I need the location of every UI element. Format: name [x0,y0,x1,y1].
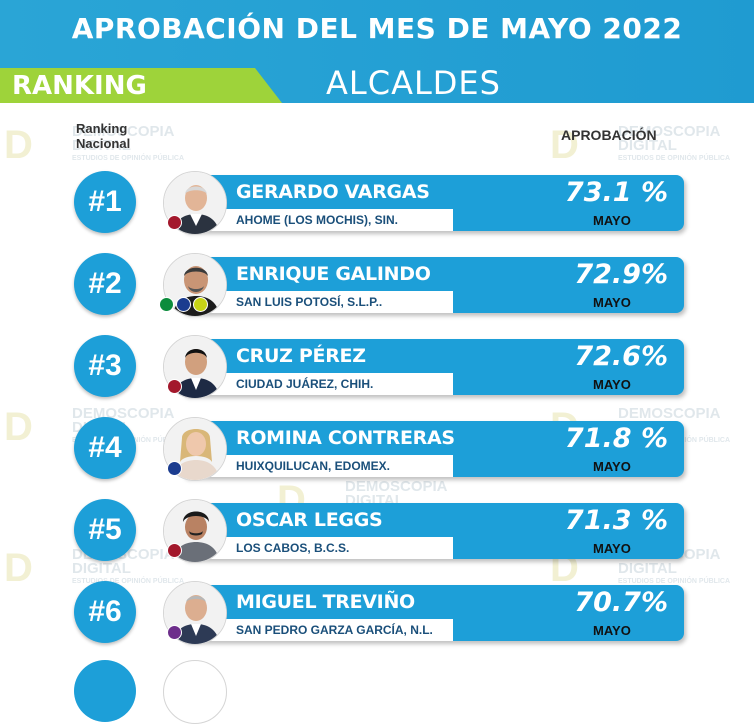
approval-month: MAYO [593,541,631,556]
rank-column-label-line2: Nacional [76,136,131,151]
official-name: OSCAR LEGGS [236,509,383,531]
official-name: GERARDO VARGAS [236,181,430,203]
official-card: CRUZ PÉREZ CIUDAD JUÁREZ, CHIH. 72.6% MA… [183,339,684,395]
official-location: HUIXQUILUCAN, EDOMEX. [236,459,391,473]
approval-month: MAYO [593,623,631,638]
approval-percent: 72.9% [574,259,668,290]
person-portrait-icon [164,500,226,562]
official-photo [163,335,227,399]
approval-month: MAYO [593,377,631,392]
morena-party-icon [167,543,182,558]
official-location: LOS CABOS, B.C.S. [236,541,350,555]
ranking-tab: RANKING [0,68,282,103]
card-location-stripe [183,537,453,559]
approval-month: MAYO [593,459,631,474]
rank-badge: #6 [74,581,136,643]
watermark-line1: DEMOSCOPIA [345,478,448,495]
rank-badge-partial [74,660,136,722]
watermark-logo-icon: D [4,123,33,167]
official-location: AHOME (LOS MOCHIS), SIN. [236,213,398,227]
approval-percent: 71.8 % [564,423,668,454]
official-photo [163,417,227,481]
card-location-stripe [183,291,453,313]
official-name: MIGUEL TREVIÑO [236,591,415,613]
party-logos [167,215,182,231]
pri-party-icon [159,297,174,312]
ranking-tab-label: RANKING [12,71,147,101]
ranking-row: #2 ENRIQUE GALINDO SAN LUIS POTOSÍ, S.L.… [0,253,754,317]
party-logos [167,461,182,477]
ranking-row: #1 GERARDO VARGAS AHOME (LOS MOCHIS), SI… [0,171,754,235]
official-name: ENRIQUE GALINDO [236,263,431,285]
watermark-line2: DIGITAL [72,560,131,577]
official-location: SAN LUIS POTOSÍ, S.L.P.. [236,295,383,309]
rank-badge: #4 [74,417,136,479]
ranking-row: #4 ROMINA CONTRERAS HUIXQUILUCAN, EDOMEX… [0,417,754,481]
party-logos [167,379,182,395]
approval-month: MAYO [593,213,631,228]
page-subtitle: ALCALDES [326,64,501,102]
rank-badge: #3 [74,335,136,397]
prd-party-icon [193,297,208,312]
card-location-stripe [183,373,453,395]
person-portrait-icon [164,582,226,644]
movimiento-ciudadano-party-icon [167,625,182,640]
rank-badge: #1 [74,171,136,233]
header-banner: APROBACIÓN DEL MES DE MAYO 2022 RANKING … [0,0,754,103]
party-logos [167,625,182,641]
official-photo-partial [163,660,227,724]
official-card: MIGUEL TREVIÑO SAN PEDRO GARZA GARCÍA, N… [183,585,684,641]
official-card: ENRIQUE GALINDO SAN LUIS POTOSÍ, S.L.P..… [183,257,684,313]
approval-percent: 72.6% [574,341,668,372]
morena-party-icon [167,379,182,394]
ranking-row: #5 OSCAR LEGGS LOS CABOS, B.C.S. 71.3 % … [0,499,754,563]
official-location: CIUDAD JUÁREZ, CHIH. [236,377,374,391]
rank-column-label-line1: Ranking [76,121,128,136]
official-name: CRUZ PÉREZ [236,345,366,367]
ranking-row: #3 CRUZ PÉREZ CIUDAD JUÁREZ, CHIH. 72.6%… [0,335,754,399]
rank-column-label: Ranking Nacional [76,121,130,151]
official-location: SAN PEDRO GARZA GARCÍA, N.L. [236,623,433,637]
card-location-stripe [183,619,453,641]
watermark-line2: DIGITAL [618,560,677,577]
party-logos [167,543,182,559]
official-photo [163,499,227,563]
morena-party-icon [167,215,182,230]
approval-column-label: APROBACIÓN [561,127,657,143]
approval-percent: 70.7% [574,587,668,618]
rank-badge: #2 [74,253,136,315]
approval-month: MAYO [593,295,631,310]
approval-percent: 71.3 % [564,505,668,536]
watermark-line3: ESTUDIOS DE OPINIÓN PÚBLICA [618,155,731,162]
watermark-line3: ESTUDIOS DE OPINIÓN PÚBLICA [72,155,185,162]
official-card: ROMINA CONTRERAS HUIXQUILUCAN, EDOMEX. 7… [183,421,684,477]
approval-percent: 73.1 % [564,177,668,208]
card-location-stripe [183,209,453,231]
pan-party-icon [167,461,182,476]
rank-badge: #5 [74,499,136,561]
party-logos [159,297,208,313]
official-card: GERARDO VARGAS AHOME (LOS MOCHIS), SIN. … [183,175,684,231]
page-title: APROBACIÓN DEL MES DE MAYO 2022 [71,12,683,45]
official-card: OSCAR LEGGS LOS CABOS, B.C.S. 71.3 % MAY… [183,503,684,559]
pan-party-icon [176,297,191,312]
ranking-row: #6 MIGUEL TREVIÑO SAN PEDRO GARZA GARCÍA… [0,581,754,645]
official-name: ROMINA CONTRERAS [236,427,455,449]
card-location-stripe [183,455,453,477]
